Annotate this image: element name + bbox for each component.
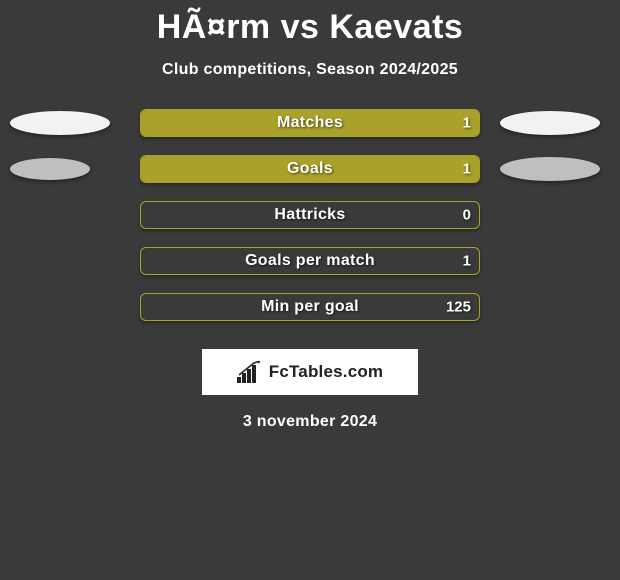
left-ellipse [10, 158, 90, 180]
stat-value: 0 [463, 207, 471, 224]
stat-row: Hattricks0 [0, 201, 620, 229]
stat-bar: Matches1 [140, 109, 480, 137]
stat-label: Goals per match [141, 252, 479, 270]
bars-icon [237, 361, 263, 383]
stat-bar: Goals1 [140, 155, 480, 183]
date-label: 3 november 2024 [0, 413, 620, 431]
stat-bar: Goals per match1 [140, 247, 480, 275]
right-ellipse [500, 111, 600, 135]
stat-value: 125 [446, 299, 471, 316]
page-title: HÃ¤rm vs Kaevats [0, 0, 620, 47]
right-ellipse [500, 157, 600, 181]
logo-text: FcTables.com [269, 362, 384, 382]
stats-rows: Matches1Goals1Hattricks0Goals per match1… [0, 109, 620, 321]
stat-label: Goals [141, 160, 479, 178]
stat-label: Hattricks [141, 206, 479, 224]
stat-bar: Min per goal125 [140, 293, 480, 321]
page-subtitle: Club competitions, Season 2024/2025 [0, 61, 620, 79]
page-root: HÃ¤rm vs Kaevats Club competitions, Seas… [0, 0, 620, 580]
stat-row: Matches1 [0, 109, 620, 137]
stat-label: Min per goal [141, 298, 479, 316]
stat-row: Goals per match1 [0, 247, 620, 275]
left-ellipse [10, 111, 110, 135]
stat-row: Goals1 [0, 155, 620, 183]
logo-box: FcTables.com [202, 349, 418, 395]
stat-value: 1 [463, 115, 471, 132]
stat-label: Matches [141, 114, 479, 132]
stat-row: Min per goal125 [0, 293, 620, 321]
stat-value: 1 [463, 161, 471, 178]
stat-value: 1 [463, 253, 471, 270]
stat-bar: Hattricks0 [140, 201, 480, 229]
